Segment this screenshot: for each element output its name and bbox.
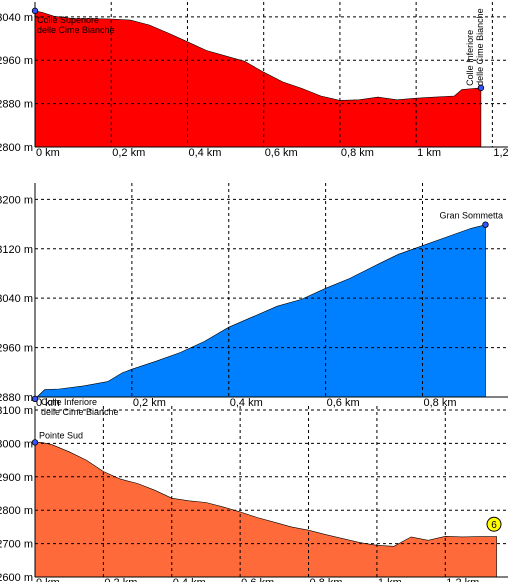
x-tick-label: 1 km [417, 147, 441, 159]
y-tick-label: 2600 m [0, 572, 33, 582]
y-tick-label: 3120 m [0, 244, 33, 256]
y-tick-label: 2960 m [0, 55, 33, 67]
x-tick-label: 0,4 km [230, 397, 263, 409]
x-tick-label: 0,4 km [173, 577, 206, 582]
waypoint-marker [31, 439, 39, 446]
x-tick-label: 0,6 km [265, 147, 298, 159]
waypoint-label: Colle Inferiore [41, 397, 97, 407]
y-tick-label: 2800 m [0, 142, 33, 154]
waypoint-marker [31, 7, 39, 15]
x-tick-label: 0,8 km [341, 147, 374, 159]
waypoint-label: Pointe Sud [39, 430, 83, 440]
waypoint-label: delle Cime Bianche [41, 407, 119, 417]
x-tick-label: 0,2 km [104, 577, 137, 582]
y-tick-label: 2880 m [0, 392, 33, 404]
waypoint-label: delle Cime Bianche [475, 8, 485, 86]
y-tick-label: 2800 m [0, 505, 33, 517]
x-tick-label: 0,2 km [133, 397, 166, 409]
x-tick-label: 0,2 km [112, 147, 145, 159]
y-tick-label: 2880 m [0, 99, 33, 111]
x-tick-label: 0,8 km [424, 397, 457, 409]
elevation-area [34, 224, 486, 400]
x-tick-label: 0,8 km [310, 577, 343, 582]
waypoint-badge [486, 516, 502, 532]
x-tick-label: 0,4 km [188, 147, 221, 159]
x-tick-label: 0 km [36, 147, 60, 159]
x-tick-label: 0,6 km [327, 397, 360, 409]
waypoint-badge-label: 6 [491, 520, 497, 531]
x-tick-label: 0 km [36, 577, 60, 582]
x-tick-label: 1 km [378, 577, 402, 582]
profile-chart-1: 2800 m 2880 m 2960 m 3040 m 0 km 0,2 km 0,4 km… [0, 2, 509, 159]
y-tick-label: 2700 m [0, 539, 33, 551]
y-tick-label: 3040 m [0, 12, 33, 24]
profile-chart-3: 2600 m 2700 m 2800 m 2900 m 3000 m 3100 m 0 km… [0, 405, 508, 587]
waypoint-label: Gran Sommetta [439, 211, 503, 221]
y-tick-label: 3100 m [0, 405, 33, 417]
y-tick-label: 2900 m [0, 472, 33, 484]
y-tick-label: 2960 m [0, 343, 33, 355]
waypoint-label: delle Cime Bianche [37, 25, 115, 35]
elevation-area [34, 10, 482, 148]
profile-chart-2: 2880 m 2960 m 3040 m 3120 m 3200 m 0 km 0,2 km… [0, 183, 508, 417]
x-tick-label: 0 km [36, 397, 60, 409]
y-tick-label: 3040 m [0, 293, 33, 305]
x-tick-label: 1,2 [493, 147, 508, 159]
waypoint-marker [477, 84, 485, 92]
y-tick-label: 3200 m [0, 194, 33, 206]
x-tick-label: 1,2 km [446, 577, 479, 582]
waypoint-marker [31, 395, 39, 403]
waypoint-label: Colle Inferiore [465, 30, 475, 86]
y-tick-label: 3000 m [0, 438, 33, 450]
x-tick-label: 0,6 km [241, 577, 274, 582]
waypoint-marker [482, 221, 489, 228]
waypoint-label: Colle Superiore [37, 15, 99, 25]
